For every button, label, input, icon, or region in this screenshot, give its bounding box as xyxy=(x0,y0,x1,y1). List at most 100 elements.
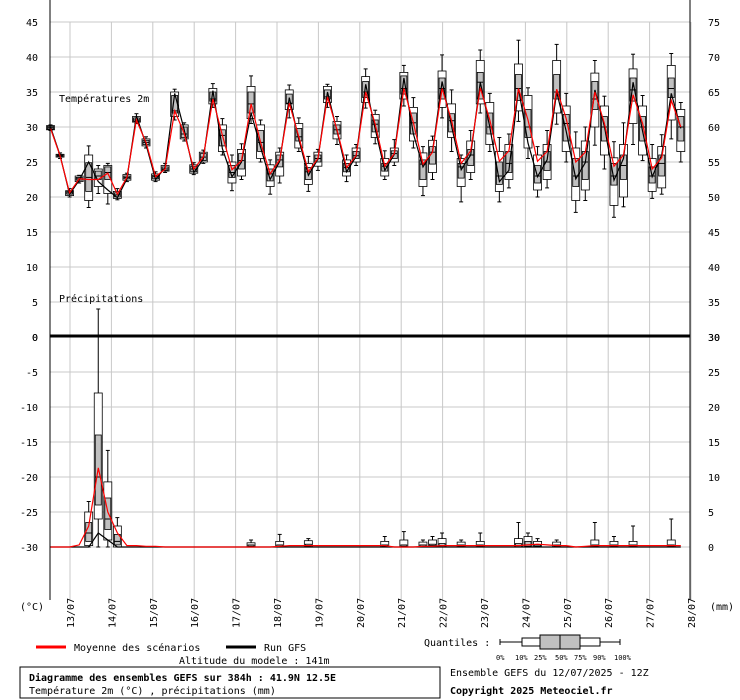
precip-box xyxy=(246,539,256,548)
box-q1-q3 xyxy=(515,74,522,101)
temp-box xyxy=(84,145,94,208)
box-q1-q3 xyxy=(553,74,561,100)
box-q1-q3 xyxy=(113,534,121,546)
temp-box xyxy=(552,43,562,125)
tick-label-precip-right: 10 xyxy=(708,473,720,484)
tick-label-temp-left: 45 xyxy=(26,18,38,29)
unit-right-label: (mm) xyxy=(710,602,734,613)
temp-box xyxy=(227,154,237,192)
precip-box xyxy=(666,518,676,548)
temp-run-line xyxy=(49,77,682,199)
tick-label-temp-right: 30 xyxy=(708,333,720,344)
tick-label-temp-left: 30 xyxy=(26,123,38,134)
precip-box xyxy=(93,308,103,548)
box-q1-q3 xyxy=(104,497,112,530)
temp-box xyxy=(418,146,428,197)
tick-label-precip-right: 30 xyxy=(708,333,720,344)
temp-panel-title: Températures 2m xyxy=(59,93,149,105)
date-tick-label: 13/07 xyxy=(66,598,77,628)
precip-run-line xyxy=(50,532,681,548)
tick-label-precip-left: -25 xyxy=(20,508,38,519)
quantiles-legend-box xyxy=(499,634,621,650)
temp-box xyxy=(514,39,523,122)
date-tick-label: 19/07 xyxy=(314,598,325,628)
precip-box xyxy=(475,532,485,548)
box-q1-q3 xyxy=(562,114,570,142)
box-q1-q3 xyxy=(486,112,494,135)
temp-box xyxy=(428,135,437,180)
tick-label-temp-left: 25 xyxy=(26,158,38,169)
tick-label-temp-left: 15 xyxy=(26,228,38,239)
tick-label-precip-right: 5 xyxy=(708,508,714,519)
tick-label-precip-right: 15 xyxy=(708,438,720,449)
tick-label-temp-left: 10 xyxy=(26,263,38,274)
temp-box xyxy=(494,137,504,203)
box-q1-q3 xyxy=(534,165,541,184)
q-10: 10% xyxy=(515,654,528,662)
line-layer xyxy=(49,77,682,548)
date-tick-label: 14/07 xyxy=(107,598,118,628)
precip-box xyxy=(437,532,447,548)
precip-mean-line xyxy=(50,467,681,548)
box-q1-q3 xyxy=(419,159,427,180)
temp-box xyxy=(561,92,571,163)
ensemble-run-label: Ensemble GEFS du 12/07/2025 - 12Z xyxy=(450,668,649,679)
altitude-label: Altitude du modele : 141m xyxy=(179,656,330,667)
tick-label-precip-left: -10 xyxy=(20,403,38,414)
temp-box xyxy=(103,162,113,205)
date-tick-label: 25/07 xyxy=(563,598,574,628)
temp-box xyxy=(676,102,686,163)
temp-box xyxy=(533,146,542,198)
q-100: 100% xyxy=(614,654,632,662)
precip-panel-title: Précipitations xyxy=(59,293,143,305)
precip-box xyxy=(590,522,600,548)
date-tick-label: 16/07 xyxy=(190,598,201,628)
tick-label-temp-right: 65 xyxy=(708,88,720,99)
tick-label-temp-right: 55 xyxy=(708,158,720,169)
date-tick-label: 28/07 xyxy=(687,598,698,628)
date-tick-label: 24/07 xyxy=(521,598,532,628)
box-q1-q3 xyxy=(362,81,370,99)
date-tick-label: 21/07 xyxy=(397,598,408,628)
unit-left-label: (°C) xyxy=(20,602,44,613)
tick-label-temp-right: 35 xyxy=(708,298,720,309)
q-90: 90% xyxy=(593,654,606,662)
box-q1-q3 xyxy=(572,158,580,187)
temp-box xyxy=(600,95,609,170)
temp-box xyxy=(504,133,514,189)
tick-label-temp-left: 40 xyxy=(26,53,38,64)
diagram-subtitle: Température 2m (°C) , précipitations (mm… xyxy=(29,685,276,697)
precip-box xyxy=(533,538,542,548)
date-tick-label: 20/07 xyxy=(356,598,367,628)
legend-run-label: Run GFS xyxy=(264,643,306,654)
temp-box xyxy=(399,64,409,107)
date-tick-label: 27/07 xyxy=(646,598,657,628)
tick-label-precip-left: -5 xyxy=(26,368,38,379)
quantiles-label: Quantiles : xyxy=(424,638,490,649)
tick-label-temp-left: 35 xyxy=(26,88,38,99)
temp-box xyxy=(571,131,581,213)
tick-label-temp-right: 75 xyxy=(708,18,720,29)
tick-label-precip-right: 25 xyxy=(708,368,720,379)
date-tick-label: 22/07 xyxy=(439,598,450,628)
tick-label-precip-left: 0 xyxy=(32,333,38,344)
tick-label-temp-right: 45 xyxy=(708,228,720,239)
tick-label-precip-left: -15 xyxy=(20,438,38,449)
tick-label-temp-left: 20 xyxy=(26,193,38,204)
precip-box xyxy=(514,522,523,548)
temp-box xyxy=(523,87,533,159)
date-tick-label: 26/07 xyxy=(604,598,615,628)
box-q1-q3 xyxy=(400,75,408,95)
tick-label-precip-left: -30 xyxy=(20,543,38,554)
date-tick-label: 17/07 xyxy=(232,598,243,628)
temp-box xyxy=(619,122,628,208)
tick-label-temp-right: 50 xyxy=(708,193,720,204)
q-0: 0% xyxy=(496,654,505,662)
copyright-label: Copyright 2025 Meteociel.fr xyxy=(450,685,613,697)
info-box xyxy=(19,666,441,699)
precip-box xyxy=(628,525,638,548)
tick-label-precip-right: 0 xyxy=(708,543,714,554)
legend-mean-label: Moyenne des scénarios xyxy=(74,642,200,654)
